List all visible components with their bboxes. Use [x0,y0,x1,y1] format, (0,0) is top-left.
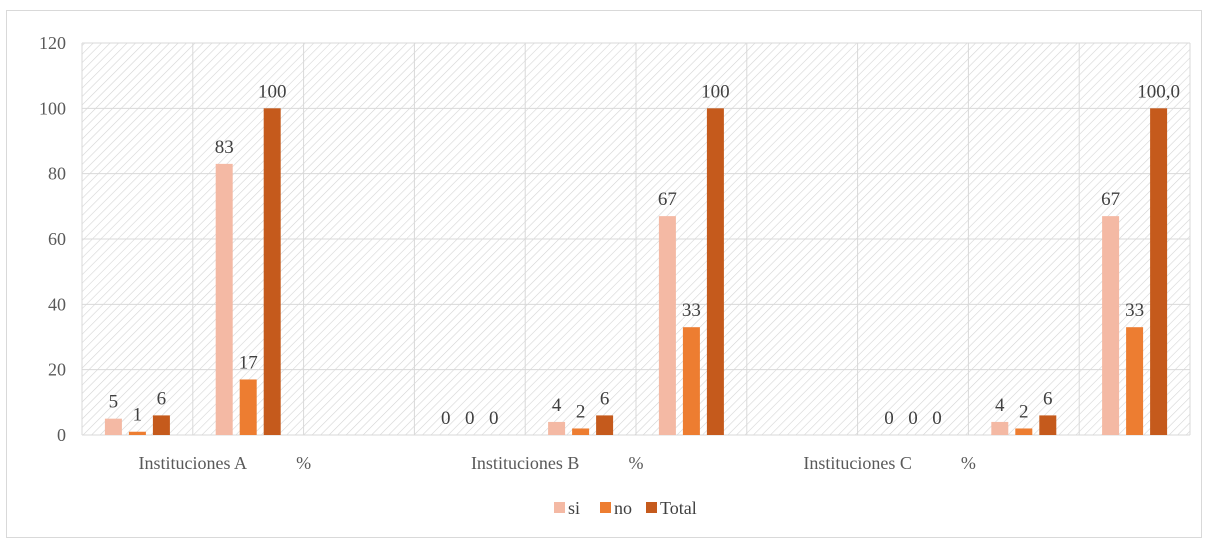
y-tick-label: 0 [57,425,66,445]
bar-si [991,421,1009,435]
bar-total [596,415,614,435]
bar-no [239,379,257,435]
data-labels: 5 83 0 4 67 0 4 67 1 17 0 2 33 0 2 33 6 100 0 6 100 0 6 100,0 [109,81,1180,429]
legend-swatch-no [600,502,611,513]
data-label-si: 83 [215,137,234,158]
y-axis: 0 20 40 60 80 100 120 [39,33,66,445]
data-label-no: 1 [133,405,143,426]
data-label-si: 0 [441,408,451,429]
x-axis: Instituciones A% Instituciones B% Instituc… [139,453,976,473]
data-label-no: 17 [239,352,258,373]
data-label-total: 100,0 [1137,81,1180,102]
y-tick-label: 60 [48,229,66,249]
legend-swatch-total [646,502,657,513]
data-label-no: 0 [465,408,475,429]
bar-si [1102,216,1120,435]
bar-no [572,428,590,435]
y-tick-label: 20 [48,360,66,380]
bar-no [682,327,700,435]
data-label-si: 5 [109,392,119,413]
legend-label-total: Total [660,498,697,518]
bar-no [1015,428,1033,435]
y-tick-label: 80 [48,164,66,184]
bar-total [1039,415,1057,435]
x-category-label: % [296,453,311,473]
bar-total [152,415,170,435]
data-label-total: 6 [600,388,610,409]
bars [104,108,1168,435]
bar-si [104,418,122,435]
legend-swatch-si [554,502,565,513]
legend: si no Total [554,498,697,518]
y-tick-label: 100 [39,98,66,118]
bar-total [263,108,281,435]
data-label-si: 4 [995,395,1005,416]
bar-si [548,421,566,435]
legend-label-no: no [614,498,632,518]
data-label-si: 0 [884,408,894,429]
data-label-total: 0 [489,408,499,429]
data-label-si: 67 [1101,189,1120,210]
x-category-label: % [629,453,644,473]
bar-no [128,431,146,435]
data-label-total: 100 [258,81,287,102]
x-category-label: Instituciones C [803,453,912,473]
data-label-no: 0 [908,408,918,429]
data-label-no: 33 [1125,300,1144,321]
bar-total [706,108,724,435]
y-tick-label: 120 [39,33,66,53]
data-label-no: 33 [682,300,701,321]
data-label-total: 0 [932,408,942,429]
data-label-no: 2 [1019,401,1029,422]
data-label-si: 67 [658,189,677,210]
data-label-total: 6 [1043,388,1053,409]
bar-no [1126,327,1144,435]
bar-si [658,216,676,435]
bar-total [1150,108,1168,435]
x-category-label: % [961,453,976,473]
data-label-no: 2 [576,401,586,422]
bar-si [215,163,233,435]
data-label-si: 4 [552,395,562,416]
legend-label-si: si [568,498,580,518]
x-category-label: Instituciones B [471,453,580,473]
y-tick-label: 40 [48,294,66,314]
data-label-total: 6 [157,388,167,409]
data-label-total: 100 [701,81,730,102]
x-category-label: Instituciones A [139,453,248,473]
